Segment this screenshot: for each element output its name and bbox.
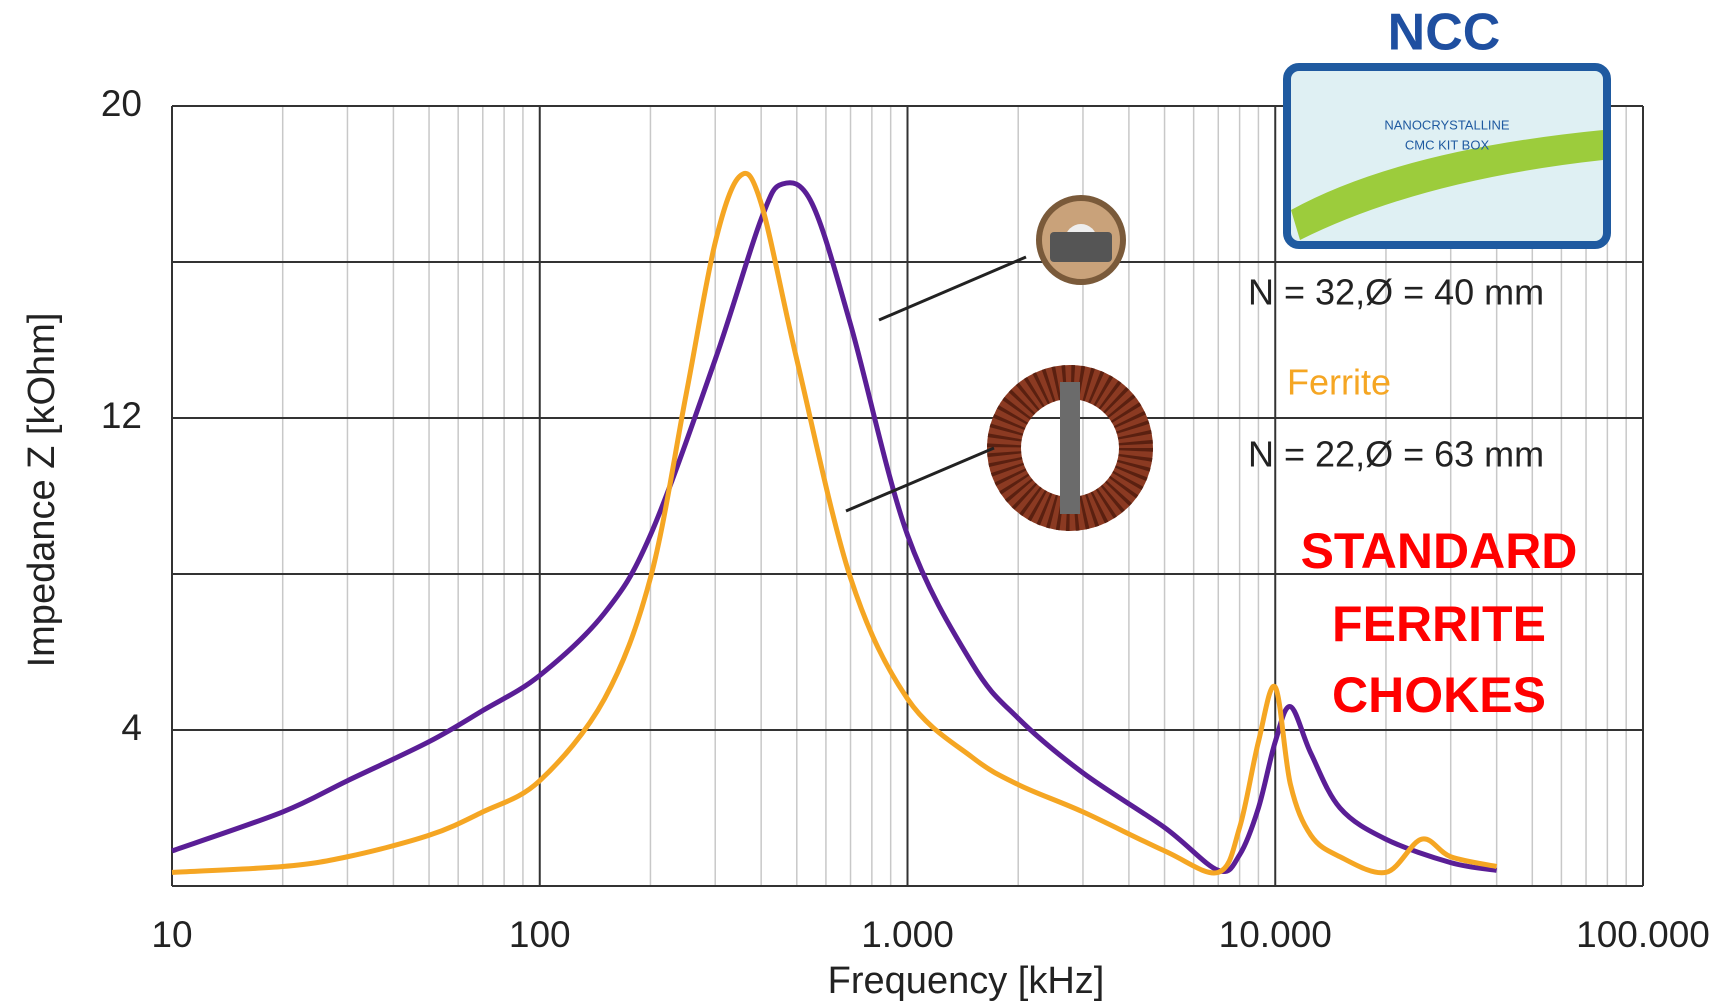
series-line bbox=[171, 170, 1498, 876]
leader-line bbox=[878, 255, 1027, 322]
standard-label-line: CHOKES bbox=[1332, 667, 1546, 723]
standard-label: STANDARD FERRITE CHOKES bbox=[1301, 523, 1578, 723]
large-choke-photo bbox=[987, 365, 1153, 531]
standard-label-line: FERRITE bbox=[1332, 596, 1546, 652]
series-label: N = 32,Ø = 40 mm bbox=[1248, 272, 1544, 313]
y-tick-label: 4 bbox=[121, 707, 142, 748]
kit-box-text: CMC KIT BOX bbox=[1405, 137, 1490, 152]
x-tick-label: 10.000 bbox=[1219, 914, 1332, 955]
x-axis-label: Frequency [kHz] bbox=[828, 960, 1105, 1002]
plot-area bbox=[171, 105, 1644, 887]
y-axis-label: Impedance Z [kOhm] bbox=[21, 313, 63, 668]
leader-line bbox=[845, 446, 995, 513]
series-label: N = 22,Ø = 63 mm bbox=[1248, 434, 1544, 475]
x-tick-label: 100.000 bbox=[1576, 914, 1709, 955]
ferrite-label: Ferrite bbox=[1287, 362, 1391, 403]
kit-box: NANOCRYSTALLINE CMC KIT BOX bbox=[1283, 63, 1611, 249]
x-tick-label: 1.000 bbox=[861, 914, 954, 955]
x-tick-label: 10 bbox=[151, 914, 192, 955]
x-tick-label: 100 bbox=[509, 914, 571, 955]
series-line bbox=[171, 180, 1498, 874]
small-choke-photo bbox=[1036, 195, 1126, 285]
y-tick-label: 12 bbox=[101, 395, 142, 436]
standard-label-line: STANDARD bbox=[1301, 523, 1578, 579]
kit-box-text: NANOCRYSTALLINE bbox=[1384, 117, 1510, 132]
y-tick-label: 20 bbox=[101, 83, 142, 124]
ncc-label: NCC bbox=[1388, 4, 1501, 62]
